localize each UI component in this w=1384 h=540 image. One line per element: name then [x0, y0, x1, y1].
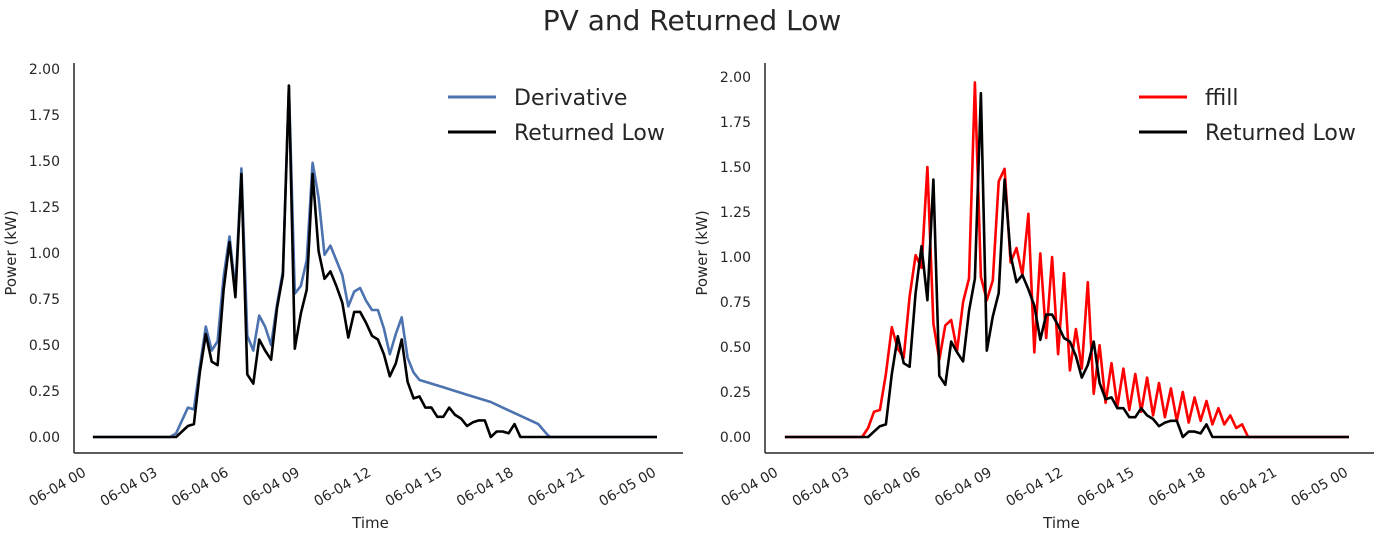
- x-axis-label: Time: [351, 514, 389, 532]
- y-tick-label: 2.00: [720, 70, 751, 86]
- x-tick-label: 06-04 03: [98, 465, 161, 510]
- chart-panel-2: 0.00 0.25 0.50 0.75 1.00 1.25 1.50 1.75 2.00 06-0…: [693, 63, 1374, 532]
- x-tick-label: 06-04 21: [1217, 465, 1280, 510]
- y-axis-label: Power (kW): [2, 210, 20, 295]
- x-tick-label: 06-04 06: [861, 465, 924, 510]
- x-tick-label: 06-04 21: [525, 465, 588, 510]
- y-tick-label: 1.50: [29, 154, 60, 170]
- x-tick-label: 06-04 18: [454, 465, 517, 510]
- series-line-2: [92, 84, 657, 439]
- y-tick-label: 0.00: [29, 430, 60, 446]
- y-tick-label: 1.50: [720, 160, 751, 176]
- y-tick-label: 0.75: [29, 292, 60, 308]
- y-tick-label: 0.25: [29, 384, 60, 400]
- series-line-1: [92, 84, 657, 439]
- legend-label-1: ffill: [1205, 86, 1239, 111]
- x-tick-label: 06-04 09: [932, 465, 995, 510]
- y-tick-label: 1.75: [720, 115, 751, 131]
- x-tick-label: 06-04 03: [790, 465, 853, 510]
- x-tick-label: 06-04 15: [1075, 465, 1138, 510]
- y-tick-label: 2.00: [29, 62, 60, 78]
- y-tick-label: 0.00: [720, 430, 751, 446]
- y-tick-label: 1.00: [29, 246, 60, 262]
- y-tick-label: 0.75: [720, 295, 751, 311]
- x-tick-label: 06-04 18: [1146, 465, 1209, 510]
- figure-title: PV and Returned Low: [542, 4, 842, 37]
- x-tick-label: 06-04 09: [240, 465, 303, 510]
- x-tick-label: 06-04 12: [311, 465, 374, 510]
- chart-panel-1: 0.00 0.25 0.50 0.75 1.00 1.25 1.50 1.75 2.00 06-0…: [2, 62, 683, 532]
- x-tick-label: 06-04 06: [169, 465, 232, 510]
- y-tick-label: 1.00: [720, 250, 751, 266]
- y-tick-label: 0.50: [29, 338, 60, 354]
- x-tick-label: 06-05 00: [596, 465, 659, 510]
- legend-label-1: Derivative: [514, 86, 627, 111]
- legend-label-2: Returned Low: [1205, 121, 1356, 146]
- legend-label-2: Returned Low: [514, 121, 665, 146]
- y-tick-label: 1.25: [720, 205, 751, 221]
- y-tick-label: 0.25: [720, 385, 751, 401]
- y-tick-label: 1.75: [29, 108, 60, 124]
- series-line-2: [784, 91, 1349, 439]
- y-tick-label: 0.50: [720, 340, 751, 356]
- y-tick-label: 1.25: [29, 200, 60, 216]
- x-tick-label: 06-04 12: [1003, 465, 1066, 510]
- x-axis-label: Time: [1042, 514, 1080, 532]
- x-tick-label: 06-05 00: [1288, 465, 1351, 510]
- x-tick-label: 06-04 00: [718, 465, 781, 510]
- y-axis-label: Power (kW): [693, 210, 711, 295]
- x-tick-label: 06-04 15: [383, 465, 446, 510]
- x-tick-label: 06-04 00: [26, 465, 89, 510]
